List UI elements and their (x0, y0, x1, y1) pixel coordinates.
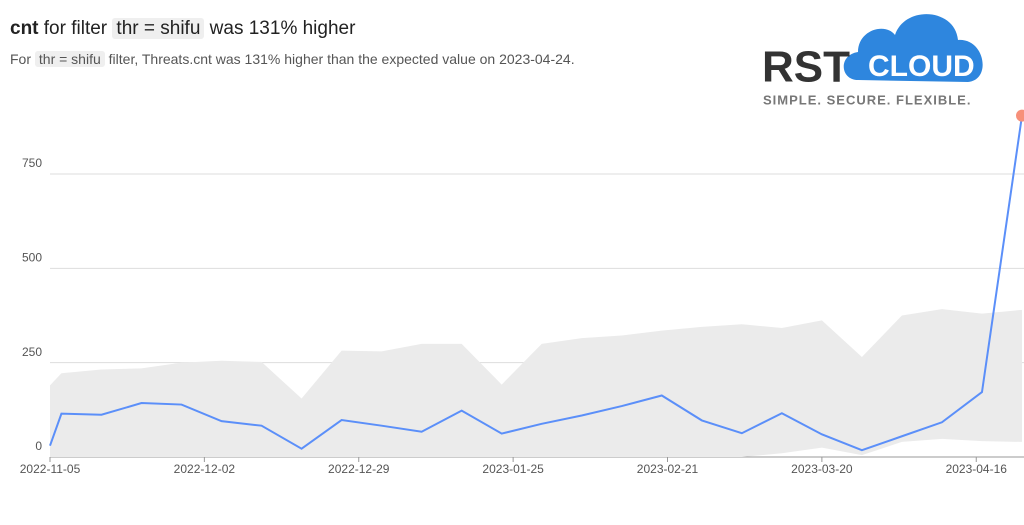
y-tick-label: 500 (22, 251, 42, 265)
x-tick-label: 2023-03-20 (791, 462, 853, 476)
anomaly-point (1016, 109, 1024, 122)
title-pre: for filter (43, 18, 108, 39)
y-tick-label: 250 (22, 345, 42, 359)
x-tick-label: 2023-01-25 (482, 462, 544, 476)
filter-chip: thr = shifu (112, 18, 205, 39)
line (49, 115, 1023, 452)
logo: RST CLOUD SIMPLE. SECURE. FLEXIBLE. (762, 14, 983, 107)
x-tick-label: 2023-02-21 (637, 462, 699, 476)
x-tick-label: 2023-04-16 (946, 462, 1008, 476)
subtitle-post: filter, Threats.cnt was 131% higher than… (108, 51, 575, 67)
title-post: was 131% higher (209, 18, 356, 39)
title: cnt for filter thr = shifu was 131% high… (10, 18, 355, 40)
subtitle-pre: For (10, 51, 31, 67)
x-tick-label: 2022-12-02 (174, 462, 236, 476)
tagline: SIMPLE. SECURE. FLEXIBLE. (763, 92, 971, 107)
y-tick-label: 750 (22, 156, 42, 170)
cloud (843, 14, 983, 82)
x-tick-label: 2022-12-29 (328, 462, 390, 476)
filter-chip: thr = shifu (34, 51, 105, 67)
expected-band (50, 309, 1022, 457)
y-tick-label: 0 (35, 439, 42, 453)
cloud-text: CLOUD (868, 50, 975, 83)
metric: cnt (10, 18, 39, 39)
brand: RST (762, 43, 850, 92)
subtitle: For thr = shifu filter, Threats.cnt was … (10, 51, 575, 67)
x-tick-label: 2022-11-05 (20, 462, 81, 476)
